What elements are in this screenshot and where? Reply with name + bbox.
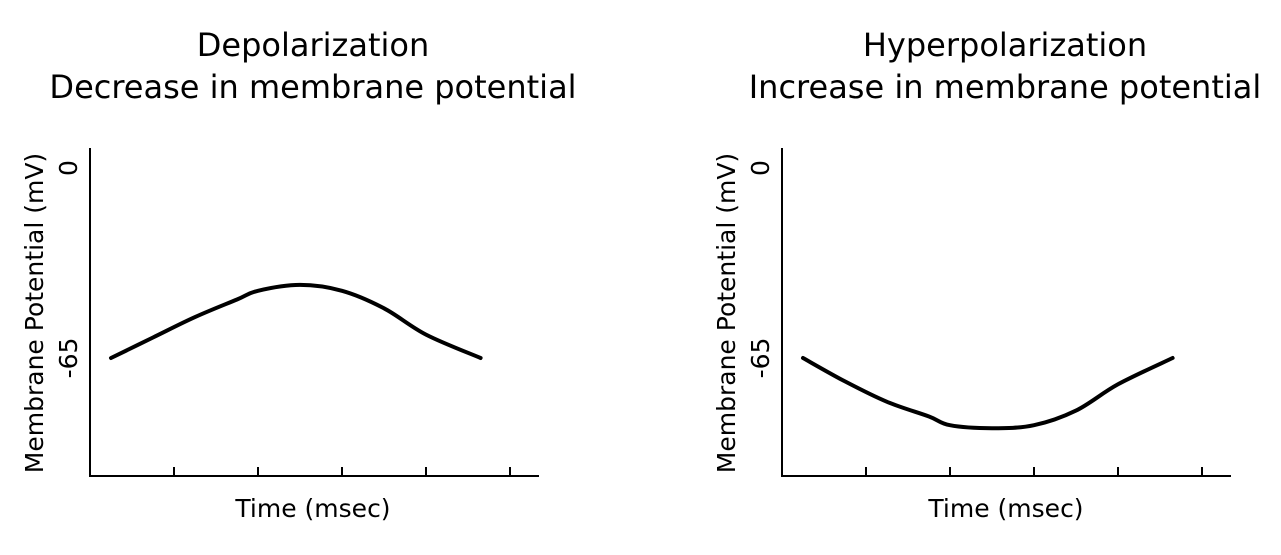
membrane-potential-line xyxy=(801,356,1175,431)
chart-subtitle: Decrease in membrane potential xyxy=(49,68,576,106)
y-axis-label: Membrane Potential (mV) xyxy=(712,153,741,473)
y-axis-label: Membrane Potential (mV) xyxy=(20,153,49,473)
x-ticks xyxy=(865,467,1203,476)
chart-subtitle: Increase in membrane potential xyxy=(749,68,1262,106)
y-tick-label: 0 xyxy=(746,160,775,176)
x-axis-label: Time (msec) xyxy=(927,494,1083,523)
y-tick-label: -65 xyxy=(746,338,775,379)
y-tick-label: -65 xyxy=(54,338,83,379)
membrane-potential-line xyxy=(109,282,483,360)
y-ticks: 0 -65 xyxy=(746,160,775,378)
chart-title: Depolarization xyxy=(197,26,429,64)
depolarization-chart: Depolarization Decrease in membrane pote… xyxy=(20,26,577,523)
y-ticks: 0 -65 xyxy=(54,160,83,378)
y-tick-label: 0 xyxy=(54,160,83,176)
x-axis-label: Time (msec) xyxy=(234,494,390,523)
hyperpolarization-chart: Hyperpolarization Increase in membrane p… xyxy=(712,26,1261,523)
x-ticks xyxy=(173,467,511,476)
chart-title: Hyperpolarization xyxy=(863,26,1147,64)
